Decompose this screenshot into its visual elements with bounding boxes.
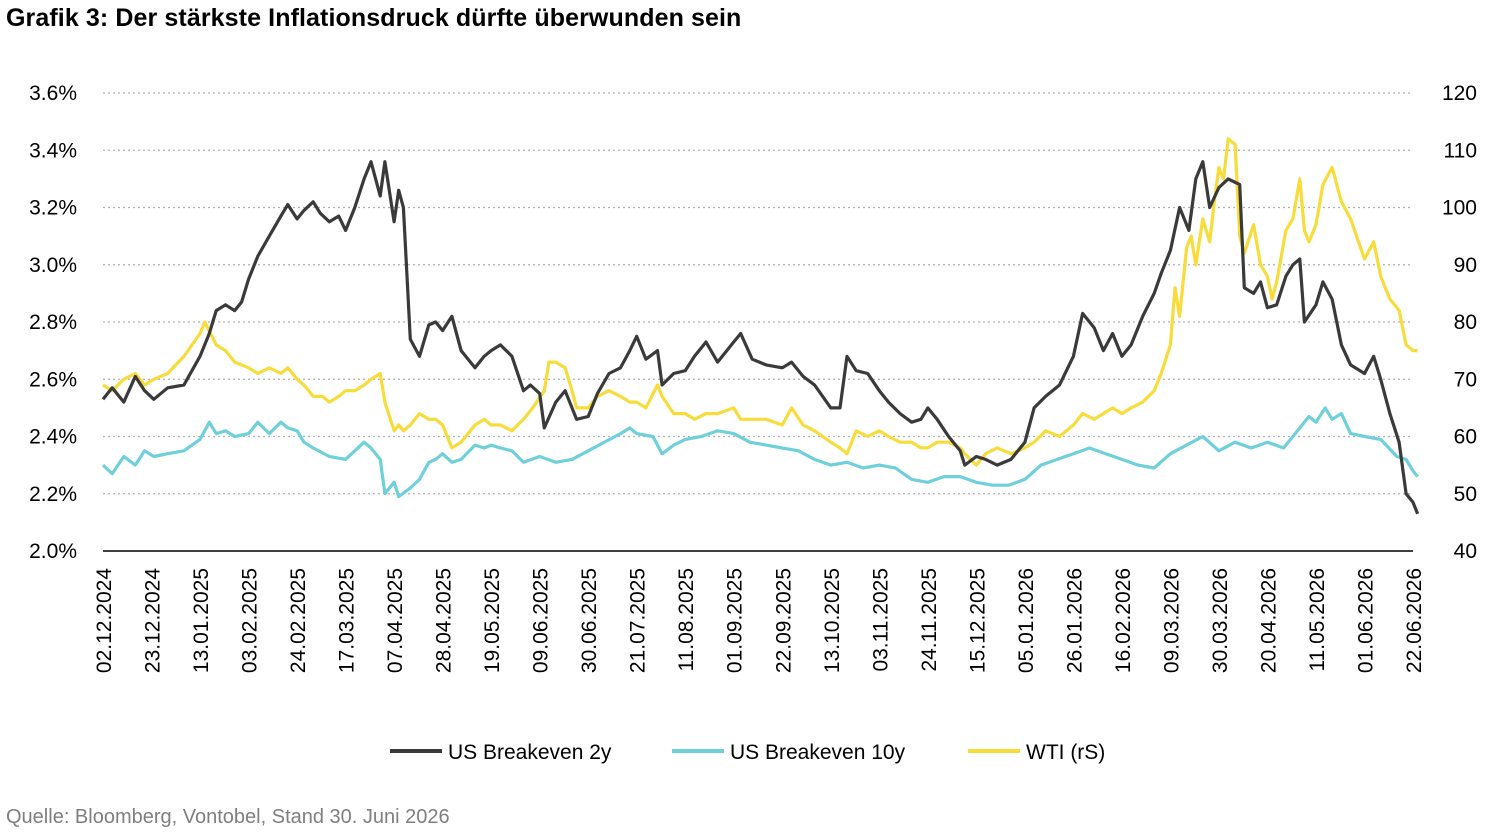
y-right-tick-label: 60 [1454, 426, 1477, 449]
y-left-tick-label: 3.4% [29, 139, 77, 162]
x-axis: 02.12.2024 23.12.2024 13.01.2025 03.02.2025… [93, 550, 1426, 673]
source-note: Quelle: Bloomberg, Vontobel, Stand 30. J… [6, 806, 450, 828]
y-left-tick-label: 2.4% [29, 426, 77, 449]
x-tick-label: 02.12.2024 [93, 568, 116, 673]
y-right-tick-label: 70 [1454, 368, 1477, 391]
x-tick-label: 24.02.2025 [287, 568, 310, 673]
x-tick-label: 15.12.2025 [966, 568, 989, 673]
y-left-tick-label: 3.6% [29, 82, 77, 105]
y-left-tick-label: 2.8% [29, 311, 77, 334]
y-right-tick-label: 110 [1444, 139, 1477, 162]
y-right-tick-label: 80 [1454, 311, 1477, 334]
x-tick-label: 23.12.2024 [142, 568, 165, 673]
legend-label: US Breakeven 2y [448, 741, 612, 764]
x-tick-label: 19.05.2025 [481, 568, 504, 673]
x-tick-label: 09.03.2026 [1160, 568, 1183, 673]
x-tick-label: 17.03.2025 [336, 568, 359, 673]
x-tick-label: 22.06.2026 [1403, 568, 1426, 673]
line-chart: 02.12.2024 23.12.2024 13.01.2025 03.02.2025… [29, 82, 1477, 764]
x-tick-label: 28.04.2025 [433, 568, 456, 673]
x-tick-label: 03.11.2025 [869, 568, 892, 672]
y-left-tick-label: 2.6% [29, 368, 77, 391]
y-axis-left: 2.0% 2.2% 2.4% 2.6% 2.8% 3.0% 3.2% 3.4% 3.6% [29, 82, 77, 563]
y-right-tick-label: 90 [1454, 254, 1477, 277]
x-tick-label: 01.09.2025 [724, 568, 747, 673]
y-right-tick-label: 100 [1442, 197, 1477, 220]
y-axis-right: 40 50 60 70 80 90 100 110 120 [1442, 82, 1477, 563]
x-tick-label: 03.02.2025 [239, 568, 262, 673]
y-left-tick-label: 2.2% [29, 483, 77, 506]
y-left-tick-label: 3.2% [29, 197, 77, 220]
chart-title: Grafik 3: Der stärkste Inflationsdruck d… [6, 4, 742, 32]
x-tick-label: 05.01.2026 [1015, 568, 1038, 673]
x-tick-label: 16.02.2026 [1112, 568, 1135, 673]
x-tick-label: 20.04.2026 [1257, 568, 1280, 673]
y-right-tick-label: 120 [1442, 82, 1477, 105]
x-tick-label: 01.06.2026 [1354, 568, 1377, 673]
x-tick-label: 30.03.2026 [1209, 568, 1232, 673]
x-tick-label: 26.01.2026 [1063, 568, 1086, 673]
x-tick-label: 30.06.2025 [578, 568, 601, 673]
legend-label: WTI (rS) [1026, 741, 1105, 764]
x-tick-label: 13.10.2025 [821, 568, 844, 673]
legend: US Breakeven 2y US Breakeven 10y WTI (rS) [390, 741, 1105, 764]
y-right-tick-label: 40 [1454, 540, 1477, 563]
x-tick-label: 13.01.2025 [190, 568, 213, 673]
x-tick-label: 21.07.2025 [627, 568, 650, 673]
series-line-us-breakeven-2y [101, 160, 1420, 515]
series-line-us-breakeven-10y [101, 406, 1419, 499]
y-right-tick-label: 50 [1454, 483, 1477, 506]
series-lines [101, 137, 1420, 515]
y-left-tick-label: 2.0% [29, 540, 77, 563]
x-tick-label: 11.08.2025 [675, 568, 698, 672]
x-tick-label: 22.09.2025 [772, 568, 795, 673]
x-tick-label: 07.04.2025 [384, 568, 407, 673]
y-left-tick-label: 3.0% [29, 254, 77, 277]
x-tick-label: 11.05.2026 [1306, 568, 1329, 672]
x-tick-label: 09.06.2025 [530, 568, 553, 673]
legend-label: US Breakeven 10y [730, 741, 906, 764]
x-tick-label: 24.11.2025 [918, 568, 941, 672]
